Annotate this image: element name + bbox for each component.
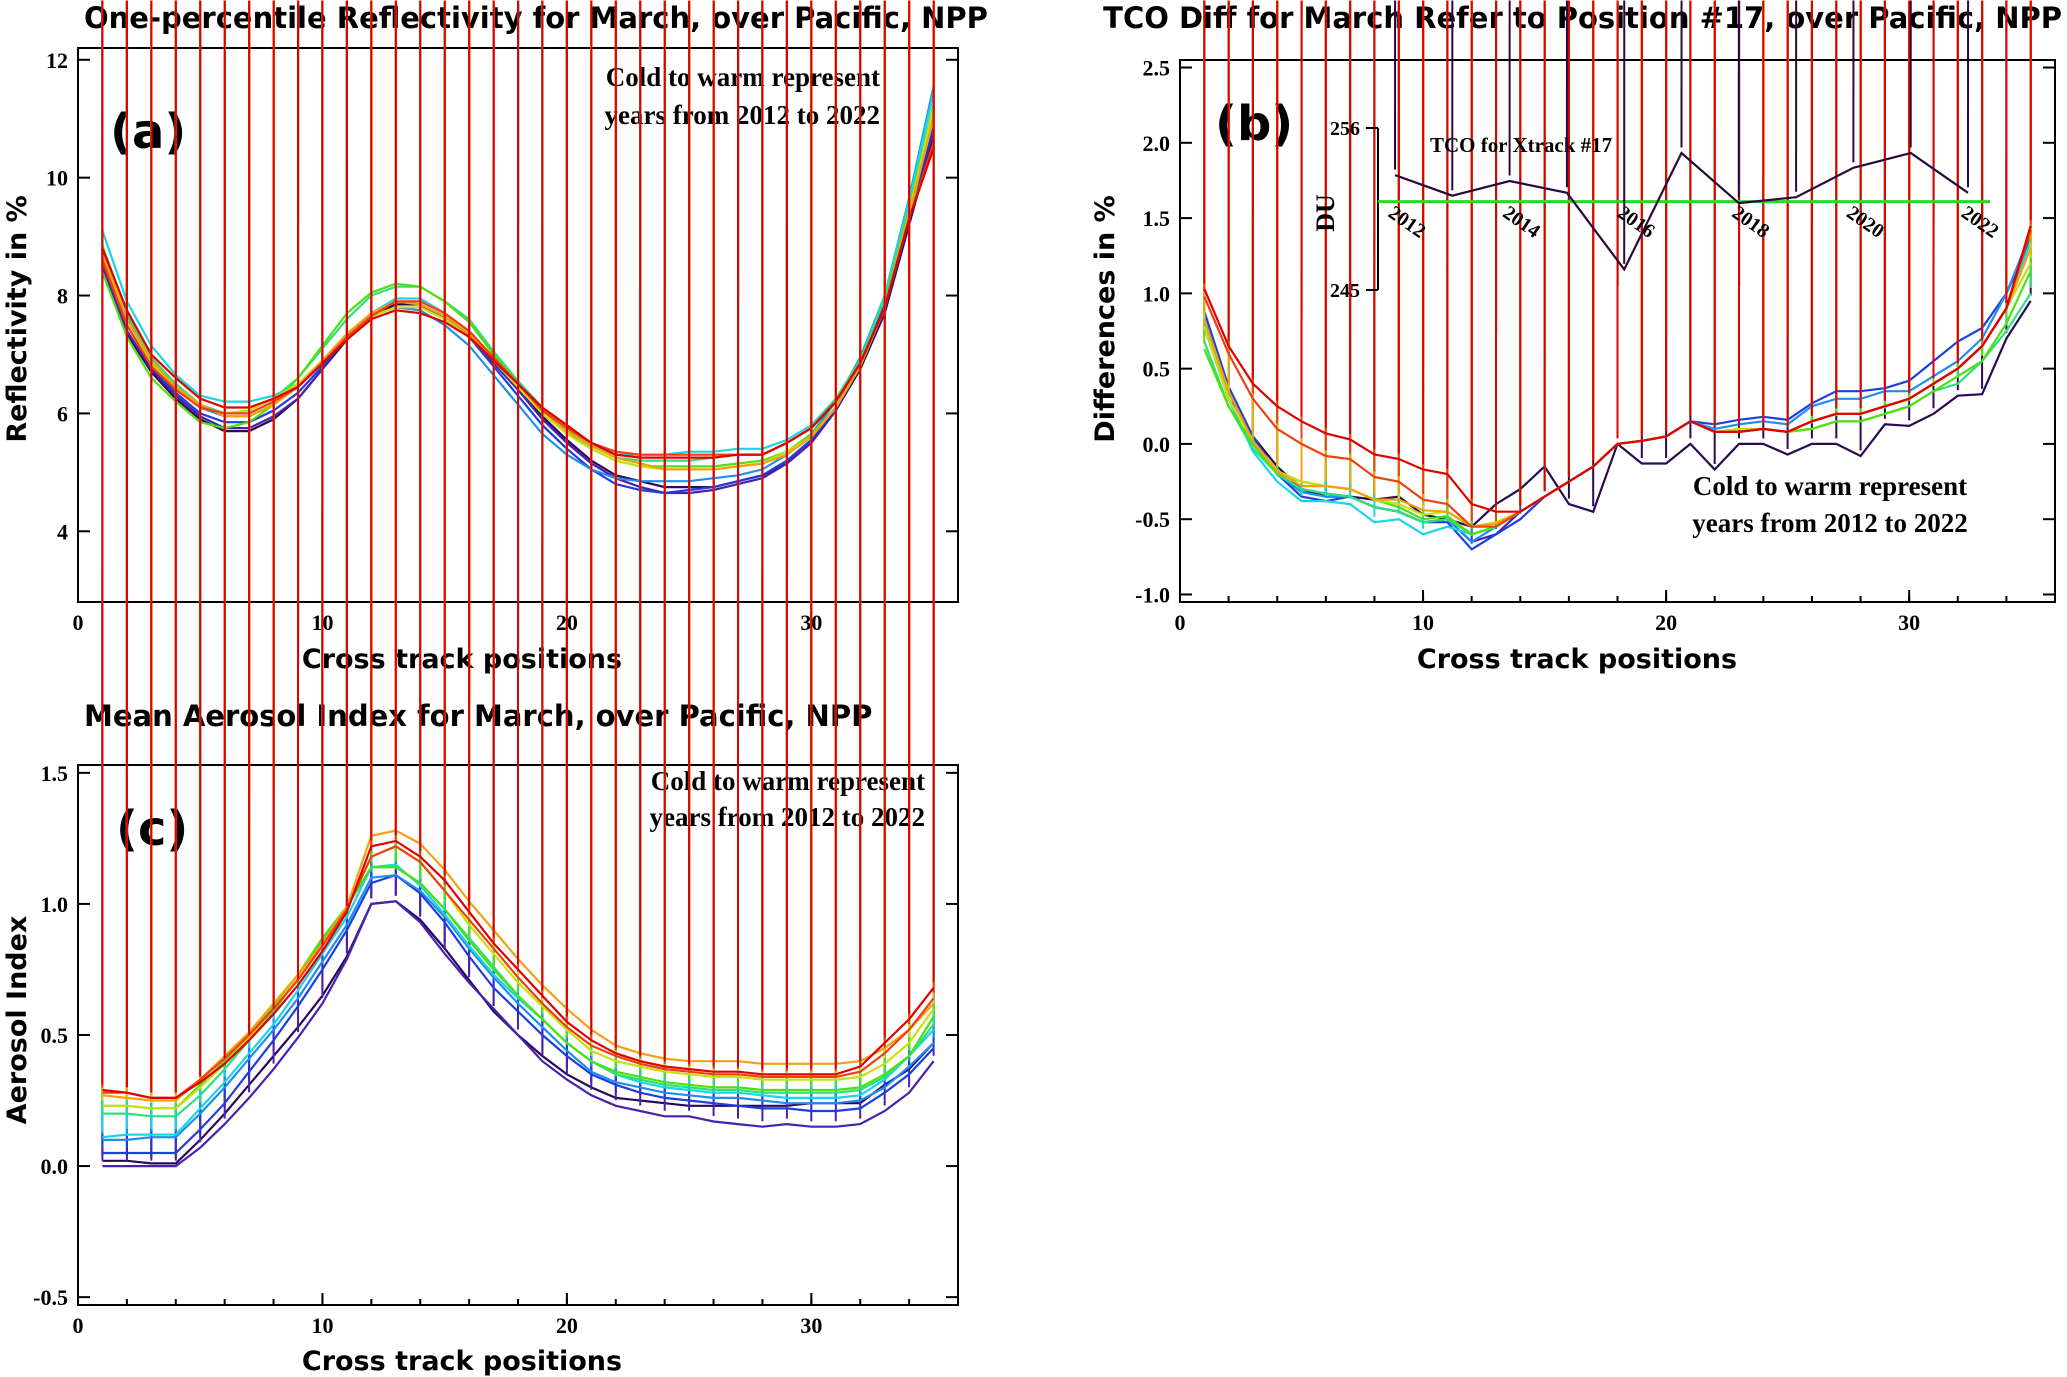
series-line — [102, 845, 935, 1100]
x-tick-label: 20 — [556, 1313, 578, 1338]
panel-c-xlabel: Cross track positions — [302, 1346, 622, 1377]
panel-a-title: One-percentile Reflectivity for March, o… — [84, 1, 988, 35]
panel-a-annotation-line-2: years from 2012 to 2022 — [605, 100, 880, 130]
y-tick-label: 1.5 — [41, 761, 69, 786]
y-tick-label: 0.0 — [1143, 432, 1171, 457]
y-tick-label: 8 — [57, 284, 68, 309]
panel-b-plot-area: 0 10 20 30 -1.0 -0.5 0.0 0.5 1.0 1.5 2.0 2.5 — [1135, 0, 2056, 635]
x-tick-label: 10 — [1412, 610, 1434, 635]
panel-c-plot-area: 0 10 20 30 -0.5 0.0 0.5 1.0 1.5 — [33, 0, 959, 1338]
panel-b-annotation-line-1: Cold to warm represent — [1693, 471, 1967, 501]
y-tick-label: -1.0 — [1135, 582, 1170, 607]
panel-b-title: TCO Diff for March Refer to Position #17… — [1103, 1, 2062, 35]
inset-y-tick-label: 256 — [1330, 118, 1360, 140]
inset-x-tick-label: 2020 — [1843, 202, 1888, 243]
y-tick-label: 1.5 — [1143, 206, 1171, 231]
series-line — [102, 845, 935, 1110]
y-tick-label: 2.0 — [1143, 131, 1171, 156]
series-11 — [101, 0, 935, 1100]
panel-a-reflectivity: One-percentile Reflectivity for March, o… — [2, 0, 988, 675]
x-tick-label: 30 — [1898, 610, 1920, 635]
x-tick-label: 0 — [73, 610, 84, 635]
y-tick-label: 4 — [57, 519, 68, 544]
x-tick-label: 10 — [311, 1313, 333, 1338]
series-11 — [1203, 0, 2032, 513]
y-tick-label: 12 — [46, 48, 68, 73]
inset-title: TCO for Xtrack #17 — [1430, 133, 1612, 157]
series-line — [102, 873, 935, 1142]
panel-c-ylabel: Aerosol Index — [2, 916, 33, 1125]
inset-x-tick-label: 2018 — [1728, 202, 1773, 243]
y-tick-label: 0.0 — [41, 1154, 69, 1179]
series-line — [102, 839, 935, 1100]
y-tick-label: 1.0 — [41, 892, 69, 917]
inset-ylabel: DU — [1311, 194, 1340, 232]
y-tick-label: 0.5 — [41, 1023, 69, 1048]
y-tick-label: -0.5 — [1135, 507, 1170, 532]
x-tick-label: 0 — [73, 1313, 84, 1338]
panel-c-title: Mean Aerosol Index for March, over Pacif… — [84, 699, 872, 733]
panel-b-label: (b) — [1215, 96, 1293, 152]
series-line — [102, 873, 935, 1155]
panel-a-annotation-line-1: Cold to warm represent — [606, 62, 880, 92]
panel-b-tco-diff: TCO Diff for March Refer to Position #17… — [1090, 0, 2062, 675]
inset-x-tick-label: 2014 — [1499, 202, 1544, 243]
inset-x-tick-label: 2016 — [1613, 202, 1658, 243]
series-line — [102, 863, 935, 1139]
y-tick-label: 2.5 — [1143, 56, 1171, 81]
inset-y-tick-label: 245 — [1330, 280, 1360, 302]
inset-x-tick-label: 2022 — [1957, 202, 2002, 243]
x-tick-label: 30 — [800, 1313, 822, 1338]
series-line — [1203, 225, 2032, 513]
panel-a-ylabel: Reflectivity in % — [2, 195, 33, 442]
y-tick-label: -0.5 — [33, 1285, 68, 1310]
y-tick-label: 0.5 — [1143, 357, 1171, 382]
panel-b-xlabel: Cross track positions — [1417, 644, 1737, 675]
y-tick-label: 1.0 — [1143, 281, 1171, 306]
y-tick-label: 6 — [57, 401, 68, 426]
panel-b-annotation-line-2: years from 2012 to 2022 — [1692, 508, 1967, 538]
y-tick-label: 10 — [46, 166, 68, 191]
panel-a-label: (a) — [110, 104, 186, 160]
series-line — [102, 900, 935, 1168]
x-tick-label: 0 — [1175, 610, 1186, 635]
panel-a-xlabel: Cross track positions — [302, 644, 622, 675]
panel-b-ylabel: Differences in % — [1090, 195, 1121, 442]
panel-c-aerosol-index: Mean Aerosol Index for March, over Pacif… — [2, 0, 959, 1377]
x-tick-label: 20 — [1655, 610, 1677, 635]
inset-series-line — [1394, 151, 1969, 272]
